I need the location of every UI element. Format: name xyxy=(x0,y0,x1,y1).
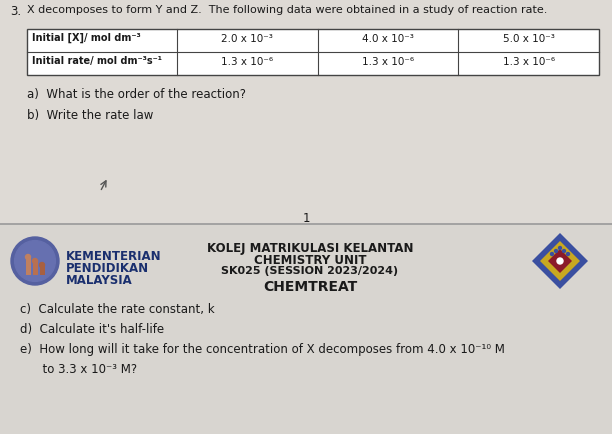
Circle shape xyxy=(32,259,37,264)
Text: 4.0 x 10⁻³: 4.0 x 10⁻³ xyxy=(362,34,414,44)
Text: d)  Calculate it's half-life: d) Calculate it's half-life xyxy=(20,322,164,335)
Text: CHEMTREAT: CHEMTREAT xyxy=(263,279,357,293)
Bar xyxy=(27,30,599,76)
Text: KEMENTERIAN: KEMENTERIAN xyxy=(66,250,162,263)
Text: b)  Write the rate law: b) Write the rate law xyxy=(27,109,154,122)
Text: KOLEJ MATRIKULASI KELANTAN: KOLEJ MATRIKULASI KELANTAN xyxy=(207,241,413,254)
Text: PENDIDIKAN: PENDIDIKAN xyxy=(66,261,149,274)
Circle shape xyxy=(567,253,570,256)
Text: e)  How long will it take for the concentration of X decomposes from 4.0 x 10⁻¹⁰: e) How long will it take for the concent… xyxy=(20,342,505,355)
Bar xyxy=(0,0,612,224)
Text: 1.3 x 10⁻⁶: 1.3 x 10⁻⁶ xyxy=(222,57,274,67)
Polygon shape xyxy=(540,241,580,281)
Text: Initial [X]/ mol dm⁻³: Initial [X]/ mol dm⁻³ xyxy=(32,33,141,43)
Text: 1.3 x 10⁻⁶: 1.3 x 10⁻⁶ xyxy=(502,57,554,67)
Bar xyxy=(32,261,37,275)
Text: SK025 (SESSION 2023/2024): SK025 (SESSION 2023/2024) xyxy=(222,265,398,275)
Bar xyxy=(40,265,45,275)
Text: 2.0 x 10⁻³: 2.0 x 10⁻³ xyxy=(222,34,274,44)
Circle shape xyxy=(26,255,31,260)
Circle shape xyxy=(559,247,561,250)
Text: Initial rate/ mol dm⁻³s⁻¹: Initial rate/ mol dm⁻³s⁻¹ xyxy=(32,56,162,66)
Circle shape xyxy=(11,237,59,285)
Text: MALAYSIA: MALAYSIA xyxy=(66,273,133,286)
Circle shape xyxy=(557,258,563,264)
Bar xyxy=(26,257,31,275)
Polygon shape xyxy=(548,250,572,273)
Text: 1: 1 xyxy=(302,211,310,224)
Circle shape xyxy=(562,250,565,253)
Circle shape xyxy=(551,253,553,256)
Bar xyxy=(27,30,599,76)
Polygon shape xyxy=(532,233,588,289)
Text: 5.0 x 10⁻³: 5.0 x 10⁻³ xyxy=(502,34,554,44)
Text: 1.3 x 10⁻⁶: 1.3 x 10⁻⁶ xyxy=(362,57,414,67)
Text: a)  What is the order of the reaction?: a) What is the order of the reaction? xyxy=(27,88,246,101)
Circle shape xyxy=(40,263,45,268)
Text: CHEMISTRY UNIT: CHEMISTRY UNIT xyxy=(254,253,366,266)
Bar xyxy=(0,224,612,434)
Text: 3.: 3. xyxy=(10,5,21,18)
Text: to 3.3 x 10⁻³ M?: to 3.3 x 10⁻³ M? xyxy=(20,362,137,375)
Circle shape xyxy=(554,250,558,253)
Text: c)  Calculate the rate constant, k: c) Calculate the rate constant, k xyxy=(20,302,215,315)
Circle shape xyxy=(15,241,56,282)
Text: X decomposes to form Y and Z.  The following data were obtained in a study of re: X decomposes to form Y and Z. The follow… xyxy=(27,5,547,15)
